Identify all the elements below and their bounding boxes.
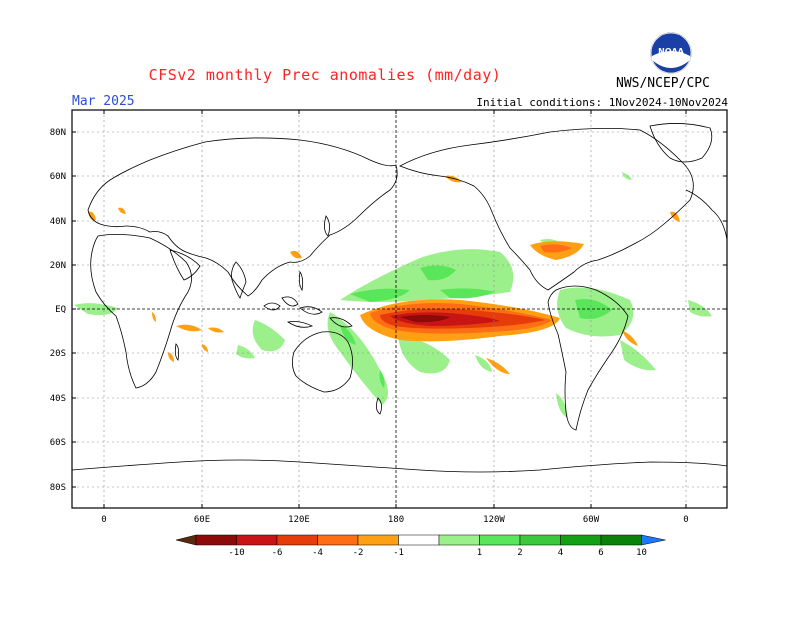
forecast-month: Mar 2025 xyxy=(72,94,135,109)
lat-label-40n: 40N xyxy=(50,217,66,227)
map-title: CFSv2 monthly Prec anomalies (mm/day) xyxy=(148,66,502,84)
lat-label-80s: 80S xyxy=(50,483,66,493)
lon-label-5: 60W xyxy=(583,515,600,525)
colorbar-segment xyxy=(438,534,480,546)
lon-label-0: 0 xyxy=(101,515,106,525)
colorbar-segment xyxy=(195,534,237,546)
longitude-labels: 0 60E 120E 180 120W 60W 0 xyxy=(101,515,688,525)
lat-label-60s: 60S xyxy=(50,438,66,448)
colorbar-label: 2 xyxy=(517,548,522,558)
colorbar-segment xyxy=(600,534,642,546)
lon-label-6: 0 xyxy=(683,515,688,525)
coastlines xyxy=(72,123,727,473)
latitude-ticks xyxy=(72,131,727,488)
lon-label-1: 60E xyxy=(194,515,210,525)
lat-label-40s: 40S xyxy=(50,394,66,404)
colorbar-label: -6 xyxy=(272,548,283,558)
initial-conditions: Initial conditions: 1Nov2024-10Nov2024 xyxy=(476,96,728,109)
colorbar-segment xyxy=(276,534,318,546)
colorbar-label: 1 xyxy=(477,548,482,558)
colorbar: -10 -6 -4 -2 -1 1 2 4 6 10 xyxy=(175,534,666,558)
wet-anomaly-mid xyxy=(340,265,612,388)
lon-label-2: 120E xyxy=(288,515,310,525)
equator-dateline xyxy=(72,110,727,508)
colorbar-label: -10 xyxy=(228,548,244,558)
anomaly-fields xyxy=(74,172,712,418)
map-gridlines xyxy=(72,110,727,508)
colorbar-right-arrow xyxy=(641,534,666,546)
agency-label: NWS/NCEP/CPC xyxy=(616,76,710,91)
colorbar-segment xyxy=(519,534,561,546)
lon-label-3: 180 xyxy=(388,515,404,525)
longitude-ticks xyxy=(103,110,687,508)
lat-label-eq: EQ xyxy=(55,305,66,315)
lon-label-4: 120W xyxy=(483,515,505,525)
lat-label-60n: 60N xyxy=(50,172,66,182)
colorbar-left-arrow xyxy=(175,534,197,546)
colorbar-label: -4 xyxy=(312,548,323,558)
colorbar-segment xyxy=(317,534,359,546)
lat-label-80n: 80N xyxy=(50,128,66,138)
noaa-logo: NOAA xyxy=(650,32,692,78)
lat-label-20s: 20S xyxy=(50,349,66,359)
lat-label-20n: 20N xyxy=(50,261,66,271)
colorbar-segment xyxy=(236,534,278,546)
colorbar-segment xyxy=(357,534,399,546)
colorbar-segment xyxy=(560,534,602,546)
colorbar-label: -1 xyxy=(393,548,404,558)
colorbar-label: -2 xyxy=(353,548,364,558)
colorbar-segment xyxy=(479,534,521,546)
latitude-labels: 80N 60N 40N 20N EQ 20S 40S 60S 80S xyxy=(50,128,66,493)
noaa-logo-text: NOAA xyxy=(658,47,684,56)
colorbar-label: 6 xyxy=(598,548,603,558)
colorbar-label: 4 xyxy=(558,548,563,558)
colorbar-segment xyxy=(398,534,440,546)
colorbar-label: 10 xyxy=(636,548,647,558)
dry-anomaly-extreme xyxy=(400,315,450,323)
